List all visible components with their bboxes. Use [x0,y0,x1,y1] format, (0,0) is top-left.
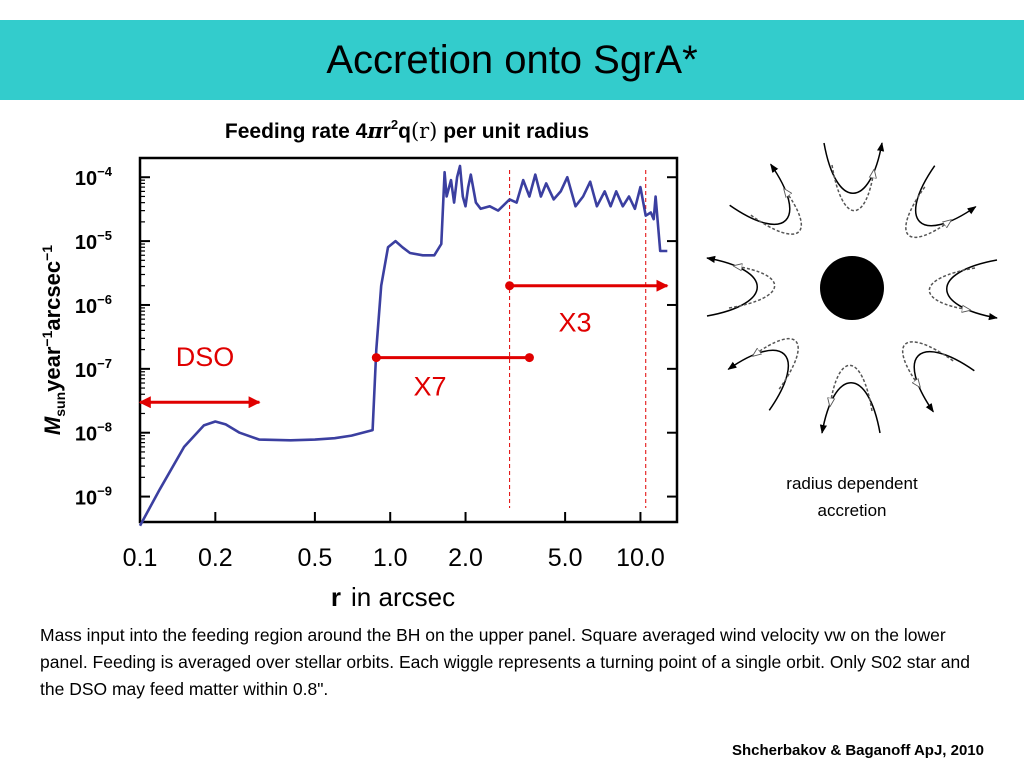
plot-frame [138,156,679,524]
x-tick-label: 10.0 [616,544,665,572]
x-tick-label: 5.0 [548,544,583,572]
chart-title: Feeding rate 4πr2q(r) per unit radius [225,117,589,143]
x7-start-dot [371,353,381,363]
x-tick-label: 0.1 [123,544,158,572]
x-tick-label: 0.2 [198,544,233,572]
x-tick-label: 0.5 [298,544,333,572]
y-axis-label: Msunyear−1arcsec−1 [39,245,68,435]
flow-streamlines [706,142,998,434]
y-tick-label: 10−9 [75,484,112,510]
title-bar: Accretion onto SgrA* [0,20,1024,100]
accretion-diagram [706,142,998,434]
y-tick-label: 10−7 [75,356,112,382]
feeding-rate-curve [138,164,668,527]
x7-end-dot [524,353,534,363]
y-tick-label: 10−6 [75,292,112,318]
x7-label: X7 [413,372,446,402]
black-hole [820,256,884,320]
diagram-caption: radius dependent accretion [786,474,918,520]
x-tick-label: 2.0 [448,544,483,572]
y-tick-label: 10−5 [75,228,112,254]
y-tick-label: 10−4 [75,164,113,190]
dso-label: DSO [176,342,235,372]
slide-caption: Mass input into the feeding region aroun… [40,625,970,699]
x-axis-label: r in arcsec [331,582,455,612]
citation: Shcherbakov & Baganoff ApJ, 2010 [731,742,984,759]
y-tick-label: 10−8 [75,420,112,446]
slide-title: Accretion onto SgrA* [326,38,698,82]
x3-label: X3 [558,308,591,338]
x-tick-label: 1.0 [373,544,408,572]
x3-start-dot [505,281,515,291]
